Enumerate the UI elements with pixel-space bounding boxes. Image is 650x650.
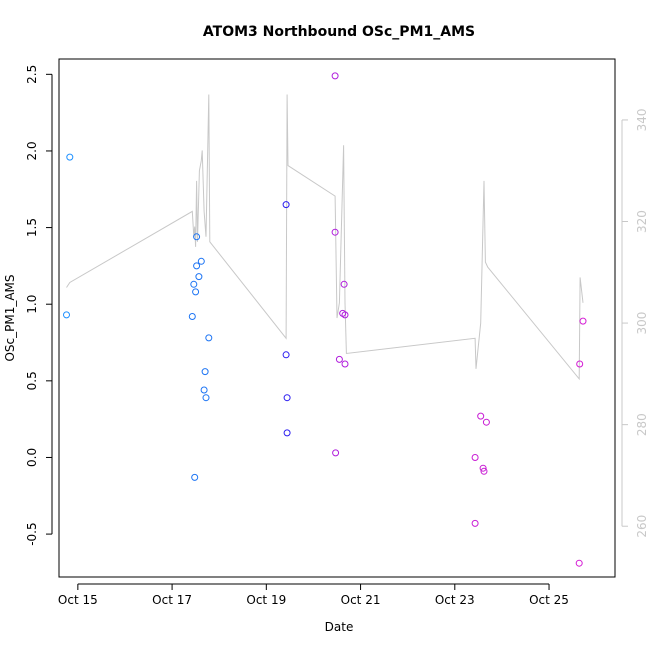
- data-point: [471, 519, 479, 527]
- data-point: [331, 228, 339, 236]
- x-axis-title: Date: [325, 620, 354, 634]
- x-axis: Oct 15 Oct 17 Oct 19 Oct 21 Oct 23 Oct 25: [58, 583, 569, 607]
- plot-frame: [58, 58, 616, 578]
- y-axis: -0.5 0.0 0.5 1.0 1.5 2.0 2.5: [25, 65, 53, 546]
- data-point: [340, 280, 348, 288]
- data-point: [482, 418, 490, 426]
- y2-tick-label: 280: [635, 413, 649, 436]
- data-point: [282, 351, 290, 359]
- data-point: [283, 394, 291, 402]
- data-point: [195, 273, 203, 281]
- y-tick-label: 1.0: [25, 295, 39, 314]
- data-point: [479, 464, 487, 472]
- data-point: [197, 257, 205, 265]
- y2-tick-label: 320: [635, 210, 649, 233]
- y-tick-label: 2.0: [25, 141, 39, 160]
- data-point: [341, 311, 349, 319]
- data-point: [282, 201, 290, 209]
- data-point: [205, 334, 213, 342]
- y2-tick-label: 260: [635, 515, 649, 538]
- data-point: [480, 467, 488, 475]
- x-tick-label: Oct 25: [529, 593, 569, 607]
- secondary-series-line: [66, 94, 584, 381]
- data-point: [332, 449, 340, 457]
- data-point: [331, 72, 339, 80]
- secondary-line-layer: [66, 94, 584, 381]
- data-point: [191, 473, 199, 481]
- data-point: [575, 559, 583, 567]
- data-point: [66, 153, 74, 161]
- x-tick-label: Oct 21: [341, 593, 381, 607]
- chart-title: ATOM3 Northbound OSc_PM1_AMS: [203, 24, 475, 40]
- y2-tick-label: 340: [635, 108, 649, 131]
- x-tick-label: Oct 23: [435, 593, 475, 607]
- data-point: [579, 317, 587, 325]
- data-point: [193, 262, 201, 270]
- data-point: [200, 386, 208, 394]
- data-point: [188, 313, 196, 320]
- y-tick-label: 1.5: [25, 218, 39, 237]
- data-point: [576, 360, 584, 368]
- data-point: [193, 233, 201, 241]
- y-axis-title: OSc_PM1_AMS: [3, 274, 17, 361]
- data-point: [283, 429, 291, 437]
- data-point: [190, 280, 198, 288]
- y2-axis: 260 280 300 320 340: [621, 108, 649, 538]
- x-tick-label: Oct 17: [152, 593, 192, 607]
- data-point: [63, 311, 70, 319]
- data-point: [471, 454, 479, 461]
- y-tick-label: -0.5: [25, 522, 39, 545]
- data-point: [341, 360, 349, 368]
- data-point: [335, 355, 343, 363]
- x-tick-label: Oct 15: [58, 593, 98, 607]
- points-layer: [63, 72, 587, 567]
- data-point: [477, 412, 485, 420]
- y-tick-label: 2.5: [25, 65, 39, 84]
- data-point: [201, 368, 209, 376]
- y-tick-label: 0.0: [25, 448, 39, 467]
- data-point: [202, 394, 210, 402]
- data-point: [192, 288, 200, 296]
- x-tick-label: Oct 19: [246, 593, 286, 607]
- y2-tick-label: 300: [635, 312, 649, 335]
- y-tick-label: 0.5: [25, 371, 39, 390]
